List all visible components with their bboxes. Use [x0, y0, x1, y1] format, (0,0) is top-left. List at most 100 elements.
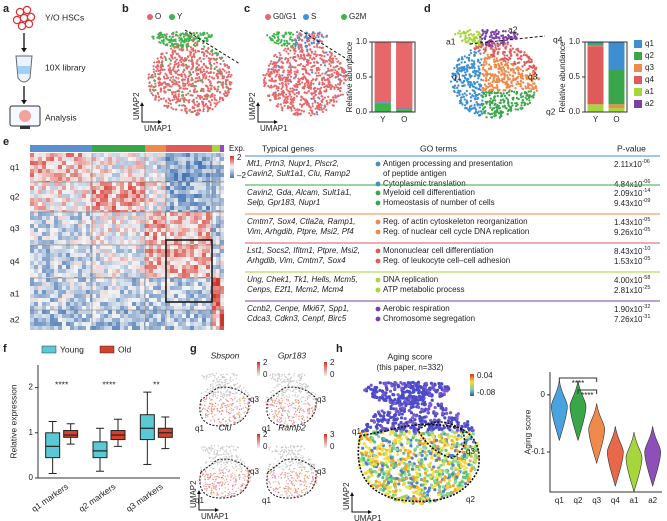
- cell-dot: [202, 110, 205, 113]
- heat-cell: [104, 182, 108, 186]
- heat-cell: [86, 182, 90, 186]
- heat-cell: [170, 173, 174, 177]
- heat-cell: [70, 182, 74, 186]
- cell-dot: [159, 87, 162, 91]
- heat-cell: [220, 273, 224, 277]
- cell-dot: [309, 54, 312, 57]
- cell-dot: [325, 60, 329, 63]
- heat-cell: [46, 173, 50, 177]
- heat-cell: [86, 177, 90, 181]
- cell-dot: [174, 72, 178, 75]
- cell-dot: [205, 97, 209, 101]
- heat-cell: [96, 161, 100, 165]
- cell-dot: [152, 70, 156, 74]
- heat-cell: [128, 236, 132, 240]
- cell-dot: [289, 75, 293, 78]
- heat-cell: [132, 165, 136, 169]
- cell-dot: [160, 68, 163, 71]
- heat-cell: [66, 198, 70, 202]
- column-group-bar: [212, 145, 220, 152]
- cell-dot: [332, 66, 335, 69]
- cell-dot: [162, 97, 165, 100]
- heat-cell: [74, 249, 78, 253]
- cell-dot: [265, 72, 269, 75]
- heat-cell: [82, 249, 86, 253]
- heat-cell: [128, 173, 132, 177]
- heat-cell: [178, 186, 182, 190]
- heat-cell: [62, 202, 66, 206]
- cell-dot: [292, 101, 295, 104]
- heat-cell: [46, 177, 50, 181]
- cell-dot: [224, 92, 228, 95]
- cell-dot: [279, 103, 283, 106]
- heat-cell: [170, 212, 174, 216]
- heat-cell: [136, 253, 140, 257]
- cell-dot: [228, 80, 231, 84]
- cell-dot: [281, 81, 284, 85]
- heat-cell: [140, 298, 144, 302]
- heat-cell: [54, 190, 58, 194]
- cell-dot: [303, 102, 306, 105]
- heat-cell: [104, 194, 108, 198]
- heat-cell: [170, 202, 174, 206]
- heat-cell: [198, 273, 202, 277]
- cell-dot: [281, 109, 284, 112]
- cell-dot: [192, 98, 195, 101]
- heat-cell: [174, 202, 178, 206]
- cell-dot: [469, 66, 472, 69]
- heat-cell: [140, 212, 144, 216]
- heat-cell: [128, 240, 132, 244]
- cell-dot: [185, 40, 188, 43]
- cell-dot: [298, 32, 301, 35]
- heat-cell: [62, 294, 66, 298]
- heat-cell: [145, 245, 149, 249]
- cell-dot: [202, 32, 205, 35]
- heat-cell: [50, 212, 54, 216]
- heat-cell: [220, 153, 224, 157]
- cell-dot: [335, 57, 338, 60]
- heat-cell: [112, 165, 116, 169]
- cell-dot: [294, 75, 297, 78]
- cell-dot: [470, 104, 473, 107]
- heat-cell: [190, 273, 194, 277]
- cell-dot: [468, 92, 472, 95]
- cell-dot: [530, 88, 534, 91]
- cell-dot: [311, 111, 314, 115]
- axis-label: UMAP1: [144, 124, 172, 133]
- cell-dot: [455, 65, 459, 68]
- heat-cell: [46, 294, 50, 298]
- cell-dot: [315, 67, 318, 70]
- heat-cell: [161, 220, 165, 224]
- heat-cell: [92, 228, 96, 232]
- heat-cell: [62, 290, 66, 294]
- heat-cell: [46, 278, 50, 282]
- cell-dot: [509, 84, 512, 87]
- heat-cell: [42, 157, 46, 161]
- cell-dot: [277, 42, 280, 45]
- cell-dot: [270, 86, 273, 89]
- heat-cell: [153, 302, 157, 306]
- heat-cell: [92, 216, 96, 220]
- cell-dot: [169, 62, 172, 65]
- cell-dot: [199, 79, 202, 82]
- heat-cell: [112, 228, 116, 232]
- cell-dot: [182, 70, 185, 74]
- heat-cell: [145, 249, 149, 253]
- cell-dot: [297, 46, 300, 49]
- heat-cell: [149, 257, 153, 261]
- heat-cell: [170, 190, 174, 194]
- heat-cell: [70, 232, 74, 236]
- cell-dot: [333, 55, 337, 58]
- heat-cell: [96, 257, 100, 261]
- heat-cell: [38, 198, 42, 202]
- cell-dot: [173, 63, 176, 66]
- heat-cell: [216, 173, 220, 177]
- heat-cell: [145, 290, 149, 294]
- cell-dot: [521, 98, 524, 102]
- cell-icon: [24, 19, 34, 29]
- cell-dot: [309, 48, 312, 51]
- cell-dot: [477, 46, 480, 50]
- cell-dot: [290, 90, 294, 93]
- cell-dot: [515, 90, 519, 94]
- heat-cell: [149, 249, 153, 253]
